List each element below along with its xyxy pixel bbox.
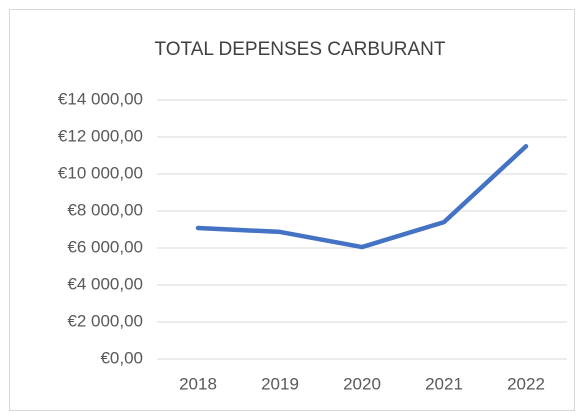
x-tick-label: 2022 — [507, 374, 545, 393]
x-tick-label: 2020 — [343, 374, 381, 393]
y-tick-label: €10 000,00 — [58, 163, 143, 182]
y-tick-label: €2 000,00 — [67, 311, 143, 330]
x-tick-label: 2021 — [425, 374, 463, 393]
x-tick-label: 2018 — [179, 374, 217, 393]
y-tick-label: €12 000,00 — [58, 126, 143, 145]
chart-frame — [9, 9, 575, 411]
y-tick-label: €14 000,00 — [58, 89, 143, 108]
line-series — [195, 144, 529, 250]
chart-title: TOTAL DEPENSES CARBURANT — [154, 39, 445, 60]
x-tick-label: 2019 — [261, 374, 299, 393]
y-tick-label: €6 000,00 — [67, 237, 143, 256]
y-tick-label: €0,00 — [100, 348, 143, 367]
y-tick-label: €4 000,00 — [67, 274, 143, 293]
y-tick-label: €8 000,00 — [67, 200, 143, 219]
